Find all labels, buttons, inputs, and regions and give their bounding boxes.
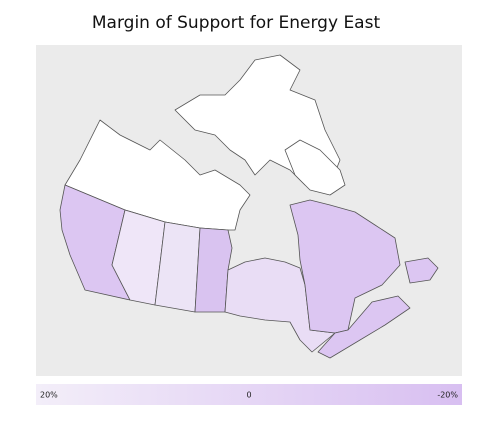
scale-tick-label: -20% [437, 391, 458, 400]
region [404, 257, 439, 284]
color-scale [36, 384, 462, 405]
scale-tick-label: 0 [246, 391, 251, 400]
scale-ticks: 20% 0 -20% [40, 391, 458, 400]
region [317, 295, 411, 359]
map [59, 54, 439, 359]
region [289, 199, 401, 334]
scale-tick-label: 20% [40, 391, 58, 400]
map-title: Margin of Support for Energy East [92, 13, 381, 33]
region [111, 209, 166, 306]
baffin-island [284, 139, 346, 196]
